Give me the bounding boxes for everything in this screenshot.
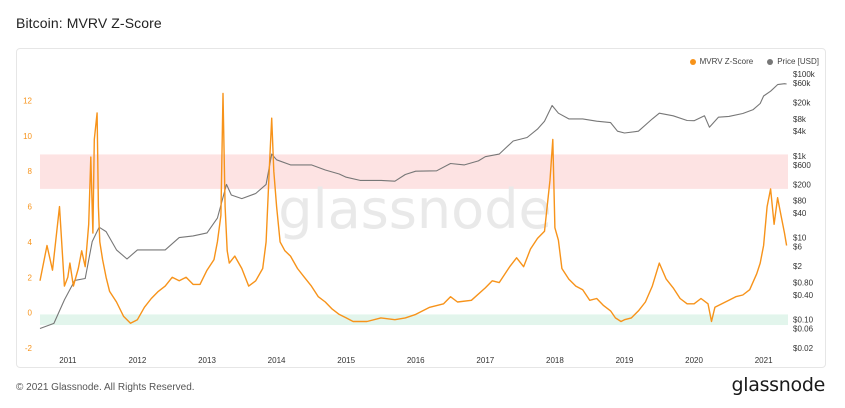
y-left-tick-label: 10 (23, 132, 32, 141)
y-right-tick-label: $20k (793, 99, 811, 108)
y-right-tick-label: $80 (793, 197, 807, 206)
y-right-tick-label: $0.10 (793, 315, 814, 324)
legend-label-price: Price [USD] (777, 57, 819, 66)
y-left-tick-label: 4 (28, 238, 33, 247)
x-tick-label: 2018 (546, 356, 564, 365)
y-right-tick-label: $0.80 (793, 278, 814, 287)
glassnode-logo[interactable]: glassnode (731, 374, 826, 396)
x-axis: 2011 2012 2013 2014 2015 2016 2017 2018 2019 2020… (59, 356, 773, 365)
y-right-tick-label: $600 (793, 161, 811, 170)
y-left-tick-label: 6 (28, 203, 33, 212)
copyright-text: © 2021 Glassnode. All Rights Reserved. (16, 382, 195, 393)
legend: MVRV Z-Score Price [USD] (689, 57, 819, 66)
x-tick-label: 2019 (616, 356, 634, 365)
y-right-tick-label: $8k (793, 115, 807, 124)
zscore-series-line (39, 92, 788, 324)
x-tick-label: 2012 (129, 356, 147, 365)
y-right-tick-label: $60k (793, 79, 811, 88)
y-left-tick-label: 2 (28, 273, 33, 282)
y-left-tick-label: 0 (28, 309, 33, 318)
price-series-line (39, 83, 787, 330)
x-tick-label: 2017 (476, 356, 494, 365)
y-right-tick-label: $4k (793, 127, 807, 136)
x-tick-label: 2021 (755, 356, 773, 365)
legend-item-price[interactable]: Price [USD] (767, 57, 819, 66)
legend-dot-price (767, 58, 774, 65)
chart-svg: glassnode -2 0 2 4 6 8 10 12 $100k$60k $20k $8k $4… (23, 70, 816, 365)
y-right-tick-label: $2 (793, 262, 802, 271)
band-undervalued (40, 314, 788, 326)
y-left-tick-label: 8 (28, 167, 33, 176)
band-layer (40, 154, 788, 326)
x-tick-label: 2014 (268, 356, 286, 365)
x-tick-label: 2020 (685, 356, 703, 365)
legend-dot-zscore (689, 58, 696, 65)
page-title: Bitcoin: MVRV Z-Score (16, 15, 162, 31)
y-left-tick-label: -2 (25, 344, 33, 353)
y-right-tick-label: $0.06 (793, 324, 814, 333)
x-tick-label: 2015 (337, 356, 355, 365)
x-tick-label: 2013 (198, 356, 216, 365)
y-right-tick-label: $40 (793, 209, 807, 218)
y-right-tick-label: $0.02 (793, 344, 814, 353)
x-tick-label: 2011 (59, 356, 77, 365)
y-right-tick-label: $1k (793, 152, 807, 161)
series-layer (39, 83, 788, 330)
y-right-tick-label: $0.40 (793, 291, 814, 300)
x-tick-label: 2016 (407, 356, 425, 365)
watermark-text: glassnode (278, 178, 551, 241)
right-axis: $100k$60k$20k$8k$4k$1k$600$200$80$40$10$… (793, 70, 816, 353)
y-right-tick-label: $200 (793, 180, 811, 189)
y-right-tick-label: $10 (793, 234, 807, 243)
left-axis: -2 0 2 4 6 8 10 12 (23, 97, 32, 353)
y-right-tick-label: $6 (793, 243, 802, 252)
legend-label-zscore: MVRV Z-Score (699, 57, 754, 66)
y-left-tick-label: 12 (23, 97, 32, 106)
legend-item-zscore[interactable]: MVRV Z-Score (689, 57, 754, 66)
y-right-tick-label: $100k (793, 70, 816, 79)
